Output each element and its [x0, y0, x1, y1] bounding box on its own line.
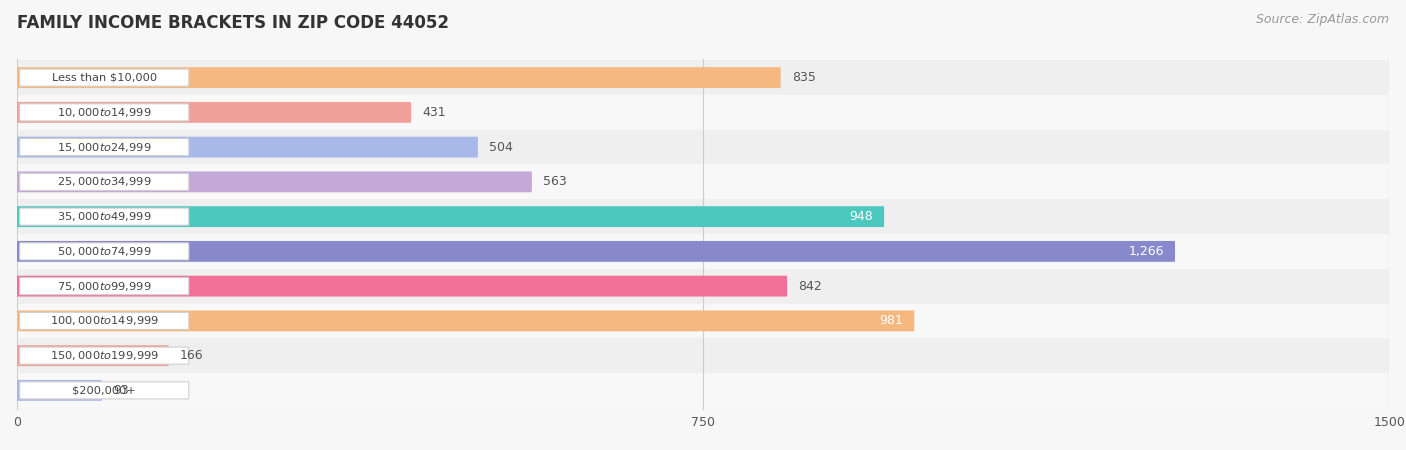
- Bar: [17, 130, 1389, 165]
- Text: 835: 835: [792, 71, 815, 84]
- FancyBboxPatch shape: [17, 102, 411, 123]
- Bar: [17, 373, 1389, 408]
- Text: 431: 431: [422, 106, 446, 119]
- FancyBboxPatch shape: [20, 347, 188, 364]
- FancyBboxPatch shape: [17, 380, 103, 401]
- FancyBboxPatch shape: [20, 312, 188, 329]
- FancyBboxPatch shape: [17, 67, 780, 88]
- FancyBboxPatch shape: [20, 382, 188, 399]
- Text: $100,000 to $149,999: $100,000 to $149,999: [49, 315, 159, 328]
- Text: $25,000 to $34,999: $25,000 to $34,999: [58, 176, 152, 189]
- Bar: [17, 95, 1389, 130]
- Text: $150,000 to $199,999: $150,000 to $199,999: [49, 349, 159, 362]
- FancyBboxPatch shape: [17, 345, 169, 366]
- Text: 166: 166: [180, 349, 204, 362]
- Text: $35,000 to $49,999: $35,000 to $49,999: [58, 210, 152, 223]
- Bar: [17, 60, 1389, 95]
- FancyBboxPatch shape: [17, 310, 914, 331]
- Text: 981: 981: [880, 315, 903, 328]
- Bar: [17, 338, 1389, 373]
- Text: 93: 93: [112, 384, 129, 397]
- FancyBboxPatch shape: [20, 139, 188, 156]
- FancyBboxPatch shape: [20, 278, 188, 295]
- Text: $50,000 to $74,999: $50,000 to $74,999: [58, 245, 152, 258]
- FancyBboxPatch shape: [17, 241, 1175, 262]
- Bar: [17, 269, 1389, 303]
- Text: 504: 504: [489, 140, 513, 153]
- FancyBboxPatch shape: [17, 171, 531, 192]
- FancyBboxPatch shape: [17, 137, 478, 157]
- Text: $75,000 to $99,999: $75,000 to $99,999: [58, 279, 152, 292]
- Text: Source: ZipAtlas.com: Source: ZipAtlas.com: [1256, 14, 1389, 27]
- FancyBboxPatch shape: [17, 276, 787, 297]
- Text: $10,000 to $14,999: $10,000 to $14,999: [58, 106, 152, 119]
- Text: 563: 563: [543, 176, 567, 189]
- Text: 1,266: 1,266: [1129, 245, 1164, 258]
- Bar: [17, 165, 1389, 199]
- FancyBboxPatch shape: [17, 206, 884, 227]
- FancyBboxPatch shape: [20, 173, 188, 190]
- Text: 948: 948: [849, 210, 873, 223]
- Bar: [17, 199, 1389, 234]
- Text: Less than $10,000: Less than $10,000: [52, 72, 157, 83]
- Bar: [17, 234, 1389, 269]
- FancyBboxPatch shape: [20, 208, 188, 225]
- FancyBboxPatch shape: [20, 243, 188, 260]
- Bar: [17, 303, 1389, 338]
- Text: $15,000 to $24,999: $15,000 to $24,999: [58, 140, 152, 153]
- Text: $200,000+: $200,000+: [72, 385, 136, 396]
- Text: FAMILY INCOME BRACKETS IN ZIP CODE 44052: FAMILY INCOME BRACKETS IN ZIP CODE 44052: [17, 14, 449, 32]
- FancyBboxPatch shape: [20, 104, 188, 121]
- Text: 842: 842: [799, 279, 823, 292]
- FancyBboxPatch shape: [20, 69, 188, 86]
